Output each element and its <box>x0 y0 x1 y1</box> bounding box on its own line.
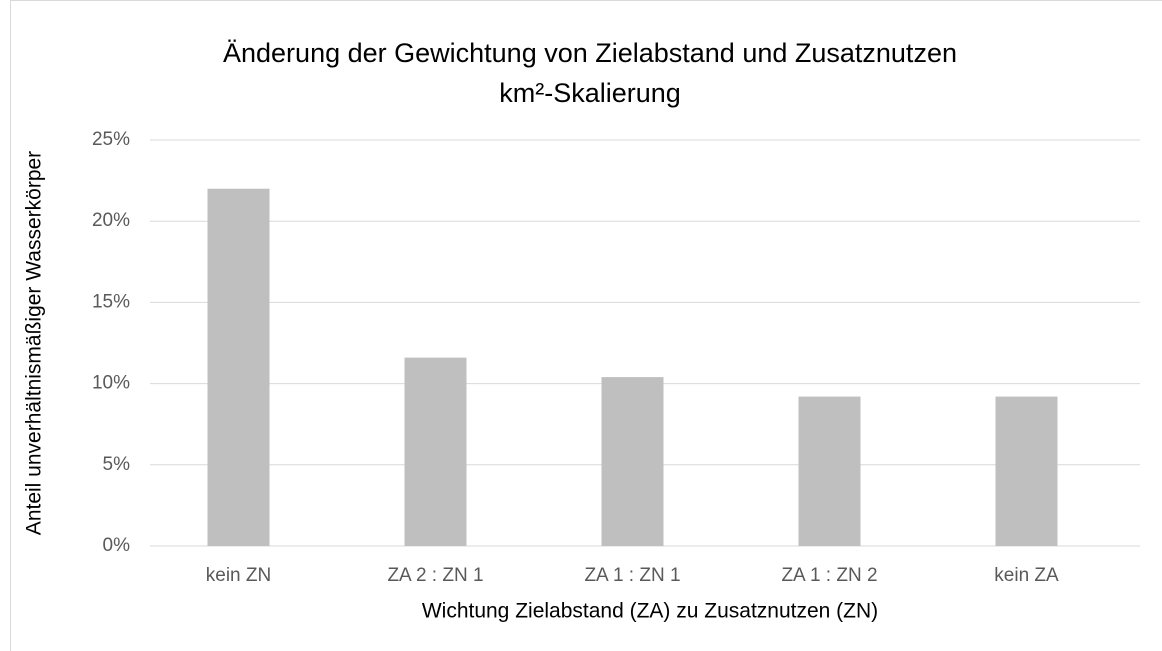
x-tick-label: ZA 1 : ZN 2 <box>781 565 877 586</box>
chart-subtitle: km²-Skalierung <box>499 78 681 108</box>
y-tick-label: 10% <box>92 373 130 394</box>
y-axis-title: Anteil unverhältnismäßiger Wasserkörper <box>23 151 46 535</box>
y-tick-label: 15% <box>92 291 130 312</box>
y-tick-label: 0% <box>103 535 131 556</box>
x-axis-title: Wichtung Zielabstand (ZA) zu Zusatznutze… <box>422 600 878 623</box>
chart-frame <box>10 0 1162 651</box>
x-tick-label: kein ZA <box>994 565 1059 586</box>
bar <box>404 357 467 546</box>
x-tick-label: ZA 2 : ZN 1 <box>387 565 483 586</box>
y-tick-label: 25% <box>92 129 130 150</box>
bar <box>798 396 861 546</box>
bar <box>207 188 270 546</box>
x-tick-label: kein ZN <box>206 565 271 586</box>
chart-title: Änderung der Gewichtung von Zielabstand … <box>223 38 957 68</box>
y-tick-label: 20% <box>92 210 130 231</box>
y-tick-label: 5% <box>103 454 131 475</box>
bar <box>995 396 1058 546</box>
bar <box>601 377 664 546</box>
x-tick-label: ZA 1 : ZN 1 <box>584 565 680 586</box>
